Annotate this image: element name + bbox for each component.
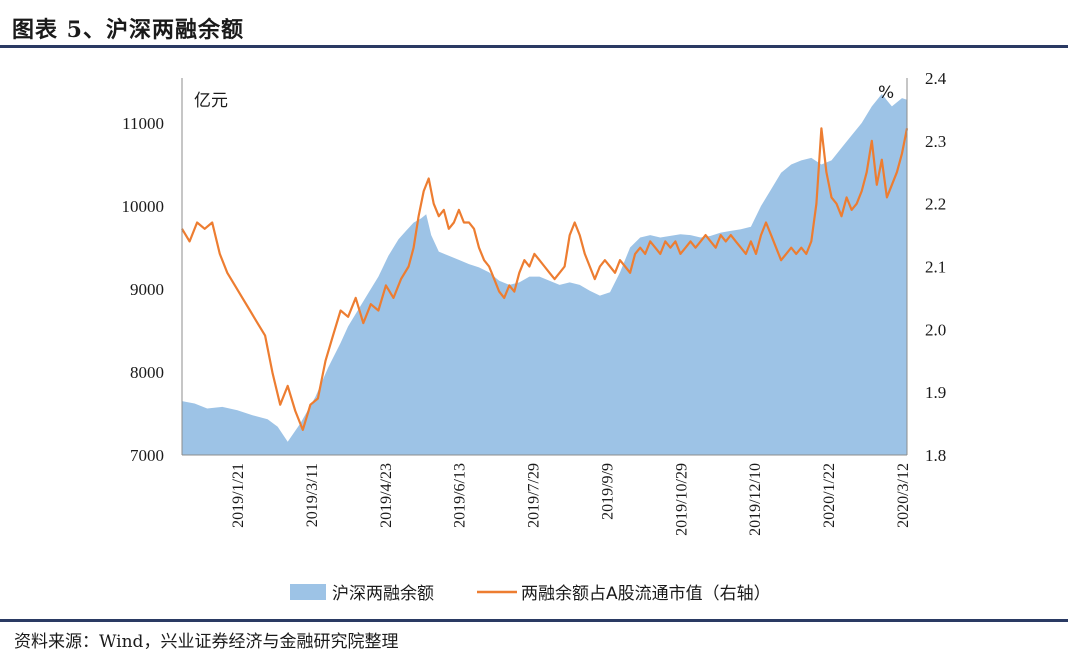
y-right-tick-label: 2.0	[925, 320, 946, 339]
right-unit-label: %	[878, 83, 894, 103]
y-left-tick-label: 11000	[122, 114, 164, 133]
x-tick-label: 2019/4/23	[378, 463, 395, 528]
line-series-margin-ratio	[181, 127, 909, 431]
x-tick-label: 2019/1/21	[230, 463, 247, 528]
y-right-tick-label: 2.4	[925, 69, 947, 88]
x-tick-label: 2019/3/11	[304, 463, 321, 527]
legend-label-line: 两融余额占A股流通市值（右轴）	[521, 584, 771, 604]
x-tick-label: 2020/1/22	[821, 463, 838, 528]
y-right-tick-label: 2.2	[925, 195, 946, 214]
x-tick-label: 2020/3/12	[895, 463, 912, 528]
line-layer	[181, 127, 909, 431]
y-right-tick-label: 1.9	[925, 383, 946, 402]
source-note: 资料来源：Wind，兴业证券经济与金融研究院整理	[14, 632, 399, 652]
y-left-tick-label: 8000	[130, 363, 164, 382]
x-tick-label: 2019/10/29	[673, 463, 690, 536]
x-tick-label: 2019/9/9	[599, 463, 616, 520]
y-right-tick-label: 2.3	[925, 132, 946, 151]
left-unit-label: 亿元	[194, 91, 228, 111]
axes-layer: 7000 8000 9000 10000 11000 1.8 1.9 2.0 2.1 2.2 2.3…	[122, 69, 947, 536]
y-right-tick-label: 2.1	[925, 258, 946, 277]
legend-label-area: 沪深两融余额	[332, 584, 434, 604]
figure-title: 图表 5、沪深两融余额	[12, 17, 244, 43]
bottom-rule	[0, 619, 1068, 622]
top-rule	[0, 45, 1068, 48]
y-right-tick-label: 1.8	[925, 446, 946, 465]
legend-swatch-area	[290, 584, 326, 600]
y-left-tick-label: 7000	[130, 446, 164, 465]
area-layer	[182, 94, 907, 455]
area-series-margin-balance	[182, 94, 907, 455]
chart: 7000 8000 9000 10000 11000 1.8 1.9 2.0 2.1 2.2 2.3…	[122, 69, 947, 604]
x-tick-label: 2019/12/10	[747, 463, 764, 536]
y-left-tick-label: 9000	[130, 280, 164, 299]
legend: 沪深两融余额 两融余额占A股流通市值（右轴）	[290, 584, 771, 604]
y-left-tick-label: 10000	[122, 197, 165, 216]
x-tick-label: 2019/7/29	[526, 463, 543, 528]
x-tick-label: 2019/6/13	[452, 463, 469, 528]
